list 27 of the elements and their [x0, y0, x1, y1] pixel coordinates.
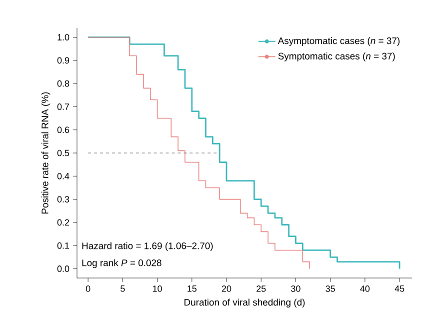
- y-tick-label: 0.9: [57, 57, 70, 64]
- y-tick-label: 0.4: [57, 172, 70, 180]
- x-tick-label: 25: [256, 286, 266, 292]
- y-tick-label: 0.7: [57, 104, 70, 110]
- annotation: Hazard ratio = 1.69 (1.06–2.70): [82, 242, 213, 252]
- y-tick-label: 0.8: [57, 80, 70, 87]
- x-tick-label: 45: [394, 286, 404, 292]
- x-tick-label: 35: [326, 286, 335, 292]
- x-tick-label: 20: [222, 286, 232, 292]
- y-tick-label: 0.3: [57, 196, 70, 202]
- y-tick-label: 0.6: [57, 126, 70, 134]
- legend-label: Symptomatic cases (n = 37): [278, 52, 395, 62]
- y-tick-label: 0.0: [57, 266, 70, 272]
- x-axis-title: Duration of viral shedding (d): [184, 298, 305, 308]
- y-tick-label: 0.2: [57, 219, 70, 226]
- y-tick-label: 0.1: [57, 242, 70, 249]
- x-tick-label: 40: [360, 286, 370, 292]
- x-tick-label: 5: [120, 286, 125, 292]
- x-tick-label: 0: [86, 286, 90, 292]
- y-axis-title: Positive rate of viral RNA (%): [41, 92, 50, 214]
- x-tick-label: 30: [291, 286, 300, 292]
- y-tick-label: 0.5: [57, 150, 70, 156]
- annotation: Log rank P = 0.028: [82, 259, 162, 268]
- x-tick-label: 15: [188, 286, 197, 292]
- x-tick-label: 10: [152, 286, 162, 292]
- y-tick-label: 1.0: [58, 34, 70, 40]
- legend-label: Asymptomatic cases (n = 37): [278, 37, 400, 46]
